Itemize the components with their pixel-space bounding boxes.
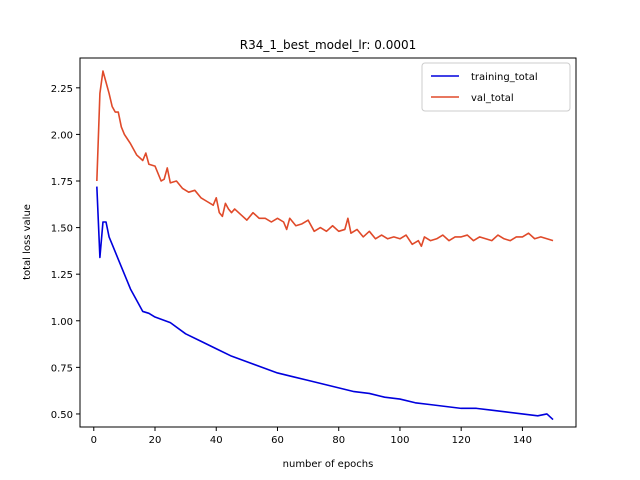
plot-area bbox=[79, 57, 577, 428]
x-tick-label: 20 bbox=[149, 435, 162, 446]
y-tick-label: 1.25 bbox=[51, 270, 73, 281]
y-tick-label: 2.25 bbox=[51, 84, 73, 95]
series-line-val-total bbox=[96, 70, 554, 248]
y-axis-title: total loss value bbox=[22, 204, 33, 280]
x-axis-ticks: 0 20 40 60 80 100 120 140 bbox=[91, 427, 532, 446]
y-tick-label: 2.00 bbox=[51, 130, 73, 141]
legend: training_total val_total bbox=[421, 62, 571, 112]
y-axis-ticks: 0.50 0.75 1.00 1.25 1.50 1.75 2.00 2.25 bbox=[51, 84, 80, 421]
y-tick-label: 1.50 bbox=[51, 224, 73, 235]
axes-frame bbox=[79, 57, 577, 428]
y-tick-label: 1.75 bbox=[51, 177, 73, 188]
y-tick-label: 1.00 bbox=[51, 317, 73, 328]
y-tick-label: 0.50 bbox=[51, 410, 73, 421]
chart-title: R34_1_best_model_lr: 0.0001 bbox=[240, 38, 416, 52]
x-tick-label: 40 bbox=[210, 435, 223, 446]
x-tick-label: 60 bbox=[271, 435, 284, 446]
x-tick-label: 120 bbox=[452, 435, 471, 446]
x-tick-label: 80 bbox=[332, 435, 345, 446]
x-tick-label: 100 bbox=[390, 435, 409, 446]
y-tick-label: 0.75 bbox=[51, 363, 73, 374]
x-tick-label: 140 bbox=[513, 435, 532, 446]
legend-box bbox=[421, 62, 571, 112]
x-tick-label: 0 bbox=[91, 435, 97, 446]
x-axis-title: number of epochs bbox=[283, 459, 374, 470]
legend-label-val-total: val_total bbox=[471, 93, 514, 104]
legend-label-training-total: training_total bbox=[471, 72, 538, 83]
series-layer bbox=[96, 70, 554, 421]
series-line-training-total bbox=[96, 186, 554, 421]
